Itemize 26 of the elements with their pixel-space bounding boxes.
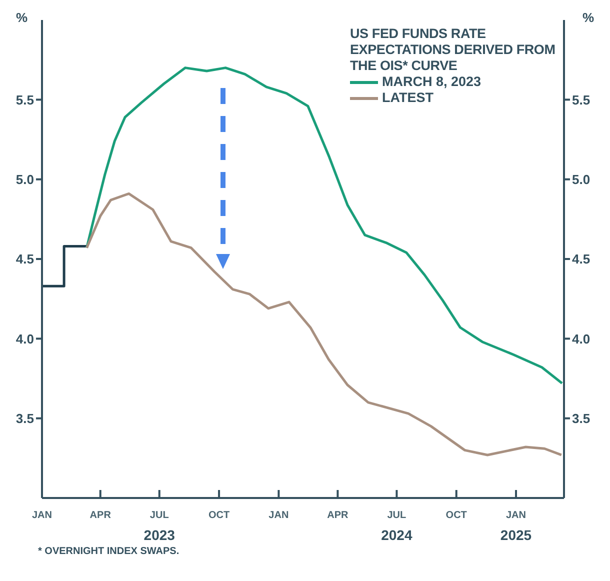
- x-tick-label: OCT: [208, 510, 230, 521]
- y-tick-label: 5.0: [16, 172, 34, 187]
- y2-tick-label: 5.0: [572, 172, 590, 187]
- y-tick-label: 4.0: [16, 331, 34, 346]
- y-tick-label: 4.5: [16, 252, 34, 267]
- x-tick-label: JAN: [268, 510, 289, 521]
- x-tick-label: APR: [327, 510, 350, 521]
- y2-tick-label: 3.5: [572, 410, 590, 426]
- y-tick-label: 5.5: [16, 92, 34, 108]
- text: US FED FUNDS RATE EXPECTATIONS DERIVED FROM THE OIS* CURVE: [350, 26, 556, 74]
- y2-tick-label: 5.5: [572, 92, 590, 108]
- y-axis-title: %: [16, 10, 28, 25]
- x-tick-label: APR: [90, 510, 112, 521]
- legend-label: MARCH 8, 2023: [381, 74, 482, 90]
- x-tick-label: OCT: [446, 510, 467, 521]
- line-series: [85, 192, 563, 456]
- y-tick-label: 3.5: [16, 410, 34, 426]
- legend-label: LATEST: [381, 90, 434, 106]
- x-tick-label: JAN: [32, 510, 52, 521]
- x-tick-label: JUL 2023: [144, 510, 176, 543]
- y2-tick-label: 4.5: [572, 252, 590, 267]
- x-tick-label: JAN 2025: [500, 510, 532, 543]
- y2-tick-label: 4.0: [572, 331, 590, 346]
- text: * OVERNIGHT INDEX SWAPS.: [38, 546, 180, 557]
- x-tick-label: JUL 2024: [381, 510, 412, 543]
- y2-axis-title: %: [582, 10, 594, 25]
